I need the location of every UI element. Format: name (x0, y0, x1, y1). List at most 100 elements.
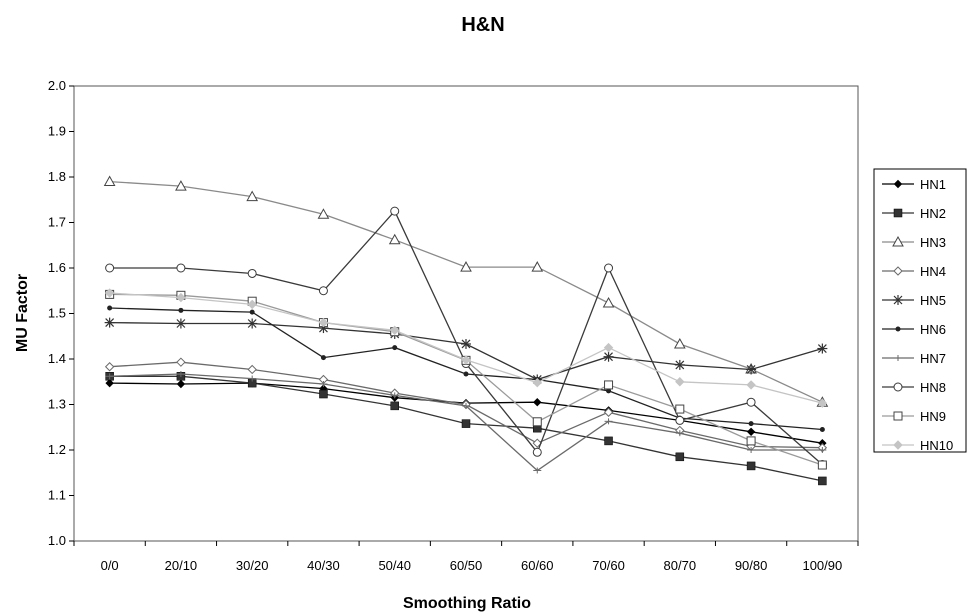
y-tick-label: 1.2 (48, 442, 66, 457)
data-point (247, 364, 257, 375)
series-hn7 (105, 371, 827, 474)
data-point (104, 317, 115, 328)
data-point (247, 318, 258, 329)
data-point (817, 398, 828, 408)
data-point (606, 388, 612, 394)
legend-item: HN5 (882, 293, 946, 308)
data-point (388, 233, 401, 245)
legend-label: HN4 (920, 264, 946, 279)
x-axis-label: Smoothing Ratio (403, 595, 531, 612)
data-point (317, 208, 330, 219)
data-point (105, 378, 114, 388)
data-point (104, 288, 115, 298)
data-point (105, 373, 114, 380)
data-point (392, 345, 398, 351)
x-tick-label: 50/40 (378, 558, 411, 573)
data-point (746, 427, 756, 437)
x-tick-label: 70/60 (592, 558, 625, 573)
data-point (893, 179, 903, 189)
data-point (246, 190, 259, 202)
data-point (817, 343, 828, 354)
data-point (893, 208, 903, 218)
data-point (603, 351, 614, 362)
x-axis: 0/0 20/10 30/20 40/30 50/40 60/50 60/60 70/60 80… (73, 541, 859, 573)
x-tick-label: 60/60 (521, 558, 554, 573)
data-point (746, 380, 756, 390)
data-point (531, 261, 544, 272)
data-point (318, 317, 329, 328)
data-point (247, 268, 257, 278)
data-point (818, 447, 827, 453)
data-point (818, 476, 827, 486)
data-point (390, 392, 399, 399)
data-point (103, 175, 116, 187)
legend-label: HN2 (920, 206, 946, 221)
data-point (176, 357, 186, 367)
data-point (748, 421, 754, 427)
data-point (175, 318, 186, 329)
data-point (817, 460, 827, 470)
data-point (247, 299, 257, 310)
legend-label: HN9 (920, 409, 946, 424)
data-point (319, 389, 328, 399)
data-point (533, 467, 542, 474)
data-point (675, 430, 684, 437)
data-point (176, 263, 186, 273)
x-tick-label: 80/70 (664, 558, 697, 573)
data-point (746, 436, 756, 446)
y-tick-label: 1.5 (48, 306, 66, 321)
y-tick-label: 1.0 (48, 533, 66, 548)
data-point (461, 355, 471, 365)
data-point (461, 419, 471, 428)
data-point (893, 411, 903, 421)
data-point (675, 404, 685, 414)
data-point (176, 379, 186, 389)
data-point (390, 325, 400, 336)
legend-label: HN3 (920, 235, 946, 250)
data-point (604, 436, 613, 446)
data-point (892, 235, 904, 247)
y-tick-label: 1.1 (48, 488, 66, 503)
data-point (249, 309, 255, 315)
x-tick-label: 60/50 (450, 558, 483, 573)
data-point (176, 371, 185, 378)
y-axis-label: MU Factor (14, 274, 31, 352)
legend-item: HN8 (882, 380, 946, 395)
data-point (462, 402, 470, 409)
data-point (178, 307, 184, 313)
data-point (675, 415, 685, 425)
data-point (320, 355, 326, 361)
data-point (893, 440, 903, 450)
data-point (603, 407, 614, 417)
data-point (893, 266, 903, 276)
data-point (746, 461, 756, 471)
data-point (603, 342, 614, 353)
legend-label: HN10 (920, 438, 953, 453)
data-point (604, 380, 614, 390)
legend-item: HN9 (882, 409, 946, 424)
data-point (894, 355, 902, 361)
data-point (675, 377, 685, 387)
legend-label: HN5 (920, 293, 946, 308)
legend-box (873, 168, 967, 453)
data-point (674, 359, 685, 370)
x-tick-label: 100/90 (802, 558, 842, 573)
data-point (675, 452, 685, 462)
legend-label: HN8 (920, 380, 946, 395)
legend-label: HN6 (920, 322, 946, 337)
legend-label: HN1 (920, 177, 946, 192)
y-tick-label: 1.8 (48, 169, 66, 184)
data-point (673, 337, 686, 349)
data-point (747, 447, 756, 453)
data-point (461, 338, 471, 349)
series-layer (103, 175, 829, 486)
legend-item: HN4 (882, 264, 946, 279)
data-point (604, 418, 613, 425)
y-axis: 1.0 1.1 1.2 1.3 1.4 1.5 1.6 1.7 1.8 1.9 2.0 (48, 78, 74, 548)
data-point (107, 305, 113, 311)
series-hn10 (104, 288, 828, 408)
y-tick-label: 1.6 (48, 260, 66, 275)
chart-title: H&N (461, 14, 504, 36)
data-point (602, 297, 615, 308)
